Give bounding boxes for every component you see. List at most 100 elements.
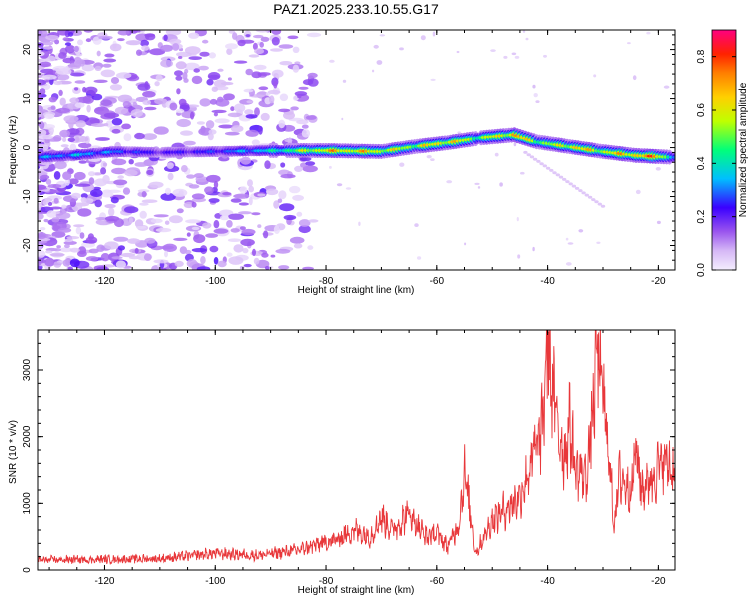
noise-blob [280,174,296,179]
noise-blob [255,30,270,33]
noise-blob [191,75,203,85]
noise-blob [514,55,520,59]
noise-blob [168,215,183,224]
noise-blob [292,194,304,201]
noise-blob [38,184,47,190]
noise-blob [533,93,538,98]
noise-blob [68,63,81,69]
noise-blob [52,248,62,252]
noise-blob [200,256,206,265]
noise-blob [59,97,66,106]
noise-blob [113,179,128,186]
noise-blob [477,186,481,189]
noise-blob [289,236,305,244]
x-tick-label: -80 [319,276,334,287]
noise-blob [516,217,519,222]
noise-blob [358,221,361,226]
noise-blob [38,134,53,140]
noise-blob [627,42,631,45]
noise-blob [134,132,145,140]
noise-blob [164,220,170,225]
colorbar-tick-label: 0.4 [696,156,707,170]
noise-blob [227,77,232,81]
noise-blob [185,219,201,224]
noise-blob [92,172,103,176]
noise-blob [96,266,109,270]
noise-blob [73,224,85,228]
noise-blob [122,101,131,108]
noise-blob [247,179,253,187]
noise-blob [150,218,163,224]
noise-blob [379,34,386,37]
noise-blob [223,93,235,101]
noise-blob [96,244,105,252]
noise-blob [292,46,300,53]
noise-blob [292,64,300,73]
noise-blob [117,175,124,179]
noise-blob [196,266,211,270]
noise-blob [116,72,132,79]
x-tick-label: -20 [651,276,666,287]
y-tick-label: 1000 [22,492,33,515]
noise-blob [252,34,264,39]
noise-blob [259,41,265,48]
noise-blob [202,39,209,44]
noise-blob [271,69,284,78]
noise-blob [522,30,526,33]
noise-blob [40,174,50,180]
noise-blob [62,171,72,180]
noise-blob [244,109,254,115]
noise-blob [184,249,192,255]
noise-blob [532,84,536,89]
noise-blob [184,62,200,71]
noise-blob [96,50,101,57]
noise-blob [270,254,276,258]
noise-blob [80,197,87,203]
noise-blob [109,43,122,52]
y-tick-label: 10 [22,93,33,105]
noise-blob [104,241,119,250]
noise-blob [61,204,67,209]
noise-blob [117,94,133,103]
noise-blob [308,219,319,223]
noise-blob [345,187,352,190]
noise-blob [69,97,80,104]
noise-blob [204,186,214,195]
noise-blob [75,226,82,235]
noise-blob [246,100,254,104]
noise-blob [48,96,57,103]
noise-blob [205,233,219,238]
noise-blob [399,162,405,167]
noise-blob [240,39,255,44]
noise-blob [38,250,46,258]
noise-blob [238,211,252,215]
noise-blob [298,219,311,227]
noise-blob [160,44,174,52]
noise-blob [567,242,574,245]
y-tick-label: 2000 [22,425,33,448]
snr-ylabel: SNR (10 * v/v) [8,420,19,484]
noise-blob [144,106,157,111]
noise-blob [305,161,316,166]
noise-blob [261,252,269,258]
noise-blob [45,250,53,254]
noise-blob [251,212,261,216]
noise-blob [38,79,47,86]
noise-blob [81,64,95,72]
ridge-cell [671,155,675,159]
noise-blob [279,93,289,102]
noise-blob [175,108,185,114]
noise-blob [42,144,49,151]
noise-blob [294,91,308,97]
noise-blob [520,171,525,175]
noise-blob [293,243,303,249]
noise-blob [103,112,120,119]
secondary-line-blob [584,193,589,197]
noise-blob [511,52,517,56]
noise-blob [104,53,115,58]
snr-plot-area [38,330,675,566]
noise-blob [248,54,260,58]
noise-blob [134,247,139,254]
noise-blob [245,34,251,38]
noise-blob [90,189,103,198]
